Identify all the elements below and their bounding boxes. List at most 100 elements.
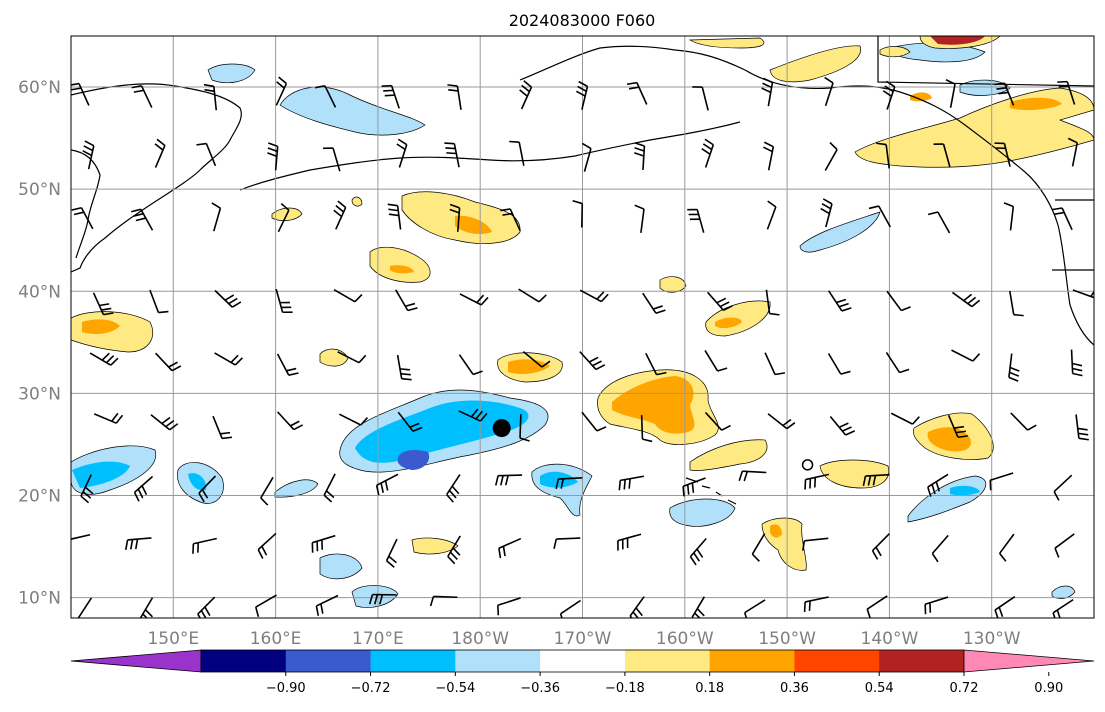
- wind-barb: [214, 352, 243, 366]
- wind-barb: [886, 290, 911, 312]
- wind-barb: [71, 82, 90, 106]
- wind-barb: [704, 411, 731, 431]
- wind-barb: [498, 537, 522, 559]
- colorbar-tick-label: 0.90: [1034, 681, 1063, 696]
- wind-barb: [333, 289, 363, 303]
- small-circle-marker: [801, 459, 814, 471]
- wind-barb: [500, 208, 521, 232]
- colorbar-tick-label: −0.90: [266, 681, 306, 696]
- positive-anomaly-region: [411, 537, 459, 555]
- wind-barb: [444, 142, 460, 168]
- wind-barb: [827, 353, 851, 375]
- wind-barb: [866, 595, 888, 618]
- wind-barb: [1067, 137, 1079, 167]
- lat-tick-label: 50°N: [18, 180, 61, 200]
- wind-barb: [559, 599, 581, 618]
- wind-barb: [80, 474, 94, 504]
- wind-barb: [446, 474, 461, 503]
- wind-barb: [381, 84, 400, 109]
- positive-anomaly-core: [910, 92, 932, 102]
- wind-barb: [368, 593, 397, 605]
- wind-barb: [579, 289, 609, 303]
- wind-barb: [581, 411, 607, 432]
- negative-anomaly-region: [669, 498, 736, 527]
- wind-barb: [579, 351, 606, 371]
- wind-barb: [1053, 474, 1073, 501]
- map-area: [71, 36, 1094, 618]
- wind-barb: [211, 202, 222, 232]
- wind-barb: [951, 349, 981, 362]
- negative-anomaly-region: [319, 553, 363, 580]
- negative-anomaly-core: [188, 473, 207, 491]
- wind-barb: [130, 208, 154, 231]
- wind-barb: [998, 533, 1015, 562]
- wind-barb: [689, 538, 707, 566]
- wind-barb: [824, 141, 838, 171]
- wind-barb: [396, 138, 408, 168]
- wind-barb: [802, 537, 829, 551]
- wind-barb: [198, 475, 217, 503]
- lat-tick-label: 30°N: [18, 384, 61, 404]
- colorbar-segment: [455, 650, 541, 672]
- positive-anomaly-region: [879, 46, 911, 58]
- positive-anomaly-region: [659, 276, 687, 293]
- wind-barb: [767, 413, 796, 430]
- wind-barb: [634, 204, 645, 233]
- aleutian-islands: [239, 121, 741, 191]
- colorbar-extend-high: [963, 649, 1095, 673]
- wind-barb: [214, 289, 242, 308]
- asia-coastline: [71, 149, 101, 259]
- negative-anomaly-region: [1051, 585, 1076, 599]
- wind-barb: [77, 597, 93, 618]
- wind-barb: [315, 594, 339, 616]
- wind-barb: [581, 142, 592, 172]
- wind-barb: [333, 200, 347, 230]
- wind-barb: [618, 475, 645, 491]
- wind-barb: [828, 290, 852, 312]
- hawaii-islands: [685, 477, 737, 505]
- colorbar-segment: [624, 650, 711, 672]
- wind-barb: [764, 352, 786, 376]
- wind-barb: [89, 352, 119, 366]
- wind-barb: [829, 415, 856, 436]
- wind-barb: [497, 597, 521, 616]
- colorbar-tick-label: −0.36: [520, 681, 560, 696]
- wind-barb: [494, 474, 523, 486]
- positive-anomaly-core: [455, 215, 492, 234]
- wind-barb: [553, 537, 581, 549]
- colorbar-tick-label: −0.18: [605, 681, 645, 696]
- wind-barb: [933, 143, 951, 168]
- wind-barb: [149, 289, 169, 314]
- wind-barb: [139, 597, 154, 618]
- wind-barb: [704, 350, 728, 372]
- wind-barb: [197, 596, 216, 618]
- wind-barb: [868, 205, 892, 228]
- colorbar-tick-label: 0.54: [865, 681, 894, 696]
- wind-barb: [1072, 289, 1094, 299]
- lat-tick-label: 40°N: [18, 282, 61, 302]
- wind-barb: [640, 415, 653, 443]
- wind-barb: [387, 203, 402, 230]
- positive-anomaly-core: [930, 36, 985, 45]
- wind-barb: [1008, 290, 1024, 317]
- wind-barb: [687, 208, 705, 233]
- lat-tick-label: 20°N: [18, 486, 61, 506]
- wind-barb: [947, 414, 968, 439]
- wind-barb: [192, 537, 217, 554]
- wind-barb: [323, 473, 336, 503]
- alaska-coastline: [519, 45, 1094, 346]
- wind-barb: [931, 534, 949, 563]
- wind-barb: [1054, 533, 1075, 558]
- colorbar-tick-label: 0.72: [950, 681, 979, 696]
- wind-barb: [255, 594, 277, 617]
- wind-barb: [459, 293, 489, 306]
- wind-barb: [311, 534, 336, 553]
- wind-barb: [337, 351, 367, 364]
- wind-barb: [626, 81, 648, 105]
- wind-barb: [518, 288, 547, 303]
- colorbar-segment: [201, 650, 287, 672]
- wind-barb: [385, 538, 398, 568]
- wind-barb: [882, 80, 896, 110]
- wind-barb: [575, 80, 589, 110]
